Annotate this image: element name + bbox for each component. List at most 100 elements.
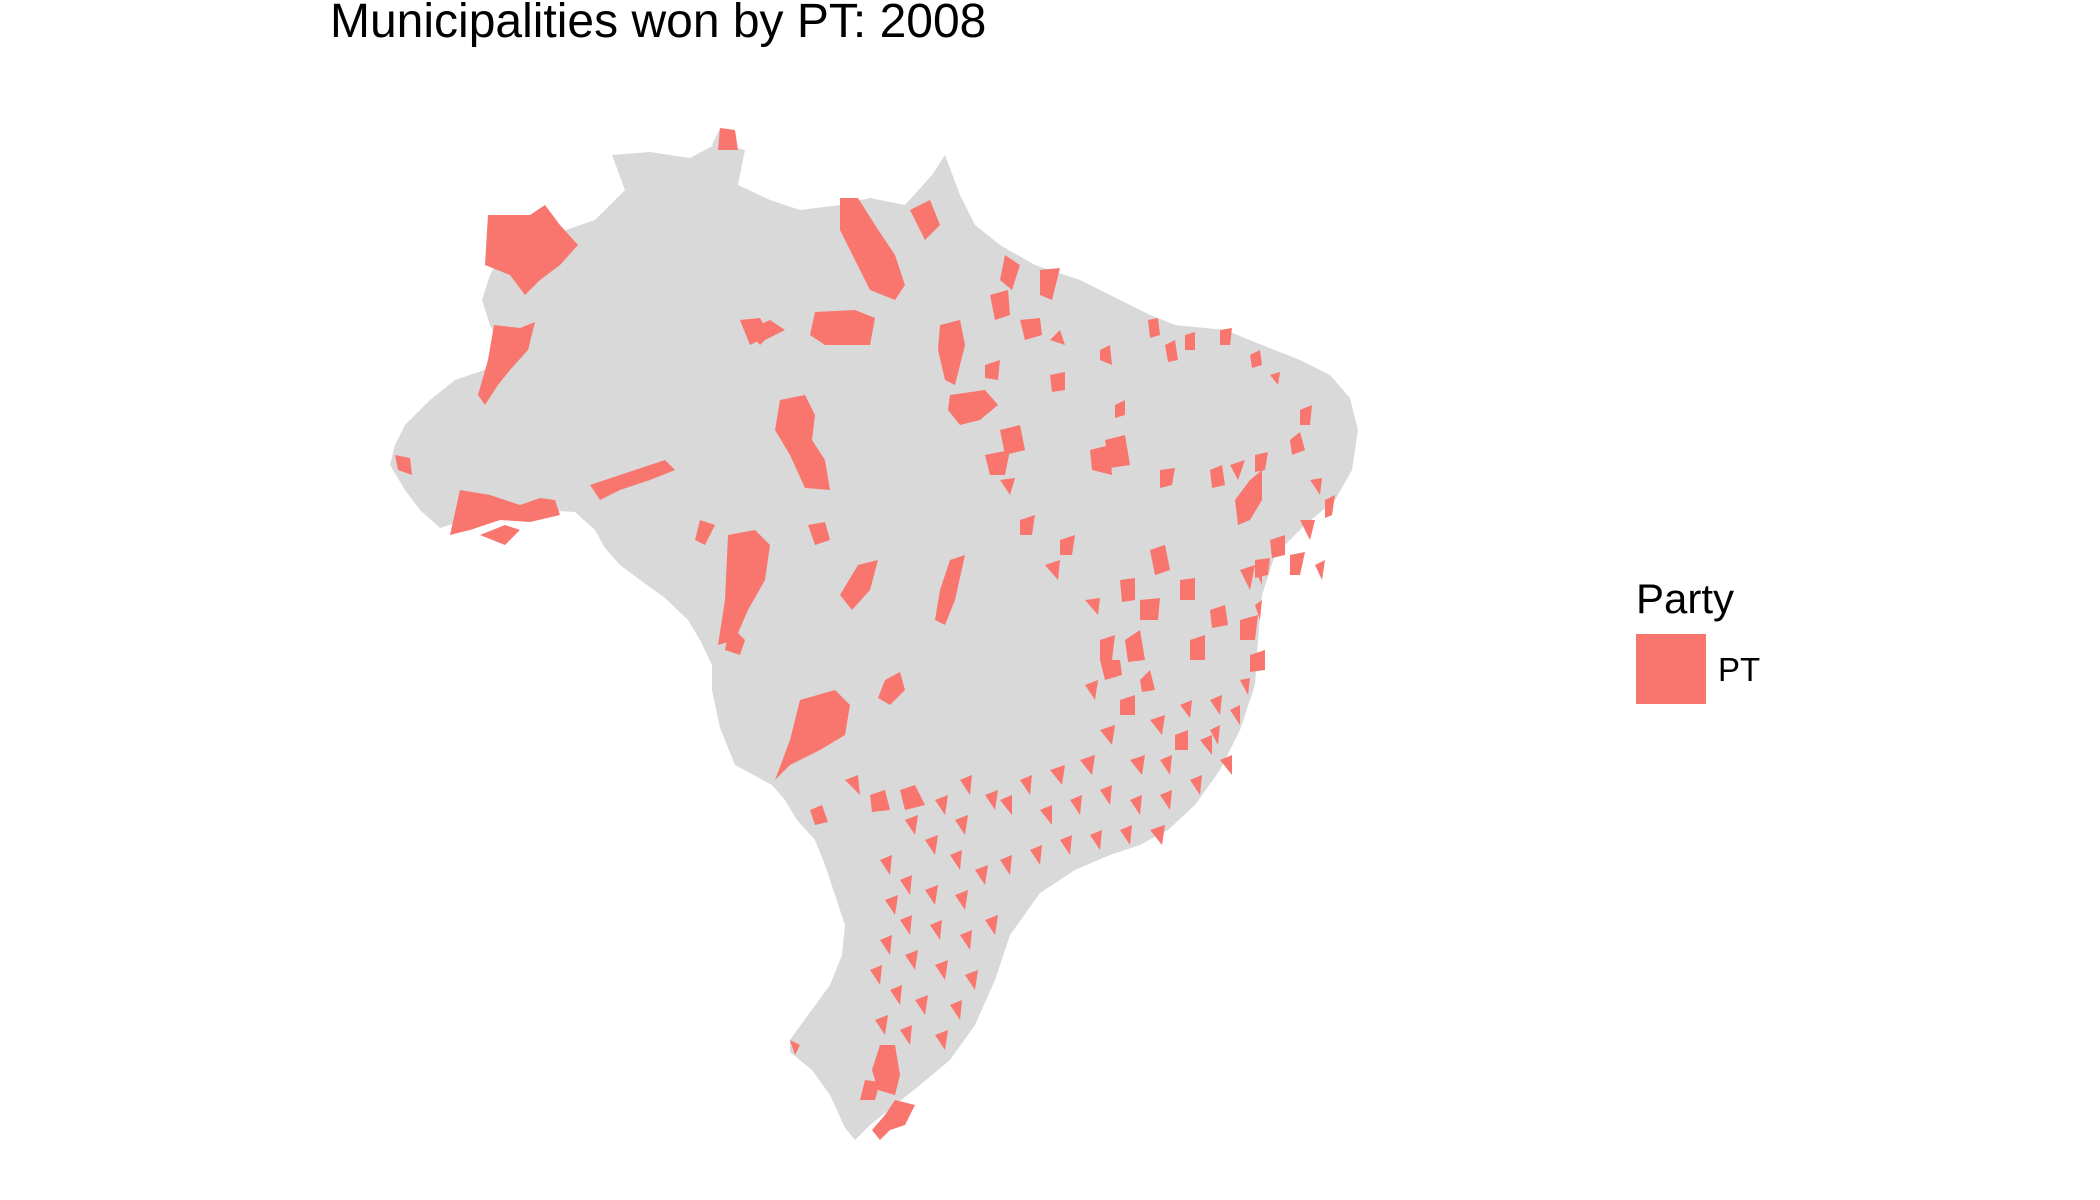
- municipality: [1220, 755, 1232, 775]
- municipality: [1300, 405, 1312, 425]
- municipality: [1140, 598, 1160, 620]
- municipality: [935, 1030, 948, 1050]
- municipality: [1210, 465, 1225, 488]
- municipality: [1150, 825, 1165, 845]
- municipality: [1210, 725, 1220, 745]
- legend-key: [1636, 634, 1706, 704]
- municipality: [395, 455, 412, 475]
- municipality: [1255, 565, 1262, 585]
- municipality: [1148, 318, 1160, 338]
- municipality: [1000, 425, 1025, 455]
- municipality: [808, 522, 830, 545]
- municipality: [1125, 630, 1145, 662]
- municipality: [1180, 700, 1192, 718]
- municipality: [1090, 445, 1112, 475]
- municipality: [1060, 835, 1072, 855]
- municipality: [1190, 775, 1202, 795]
- municipality: [1315, 560, 1325, 580]
- municipality: [925, 835, 938, 855]
- municipality: [1160, 790, 1172, 810]
- municipality: [960, 930, 972, 950]
- municipality: [985, 360, 1000, 380]
- municipality: [900, 785, 925, 810]
- municipality: [1240, 615, 1258, 640]
- municipality: [590, 460, 675, 500]
- municipality: [935, 960, 948, 980]
- municipality: [725, 625, 745, 655]
- municipality: [1080, 755, 1095, 775]
- municipality: [1120, 578, 1135, 602]
- municipality: [1120, 825, 1132, 845]
- legend-label: PT: [1718, 650, 1761, 688]
- municipality: [1300, 520, 1315, 540]
- municipality: [935, 555, 965, 625]
- municipality: [1100, 345, 1112, 365]
- municipality: [872, 1100, 915, 1140]
- municipality: [985, 790, 998, 810]
- municipality: [1060, 535, 1075, 555]
- municipality: [1020, 775, 1032, 795]
- municipality: [1210, 605, 1228, 628]
- municipality: [1240, 678, 1250, 695]
- municipality: [1085, 598, 1100, 615]
- municipality: [1040, 268, 1060, 300]
- municipality: [950, 1000, 962, 1020]
- municipality: [1185, 332, 1195, 350]
- municipality: [1100, 725, 1115, 745]
- municipality: [718, 128, 738, 150]
- municipality: [985, 915, 998, 935]
- municipality: [1290, 432, 1305, 455]
- municipality: [880, 935, 892, 955]
- municipality: [875, 1015, 888, 1035]
- municipality: [1120, 695, 1135, 715]
- municipality: [775, 690, 850, 780]
- municipality: [740, 318, 770, 345]
- municipality: [965, 970, 978, 990]
- municipality: [950, 850, 962, 870]
- municipality: [985, 450, 1010, 475]
- municipality: [1100, 660, 1122, 680]
- legend-item-pt: PT: [1636, 634, 1760, 704]
- municipality: [1220, 328, 1232, 345]
- municipality: [948, 390, 998, 425]
- municipality: [1150, 545, 1170, 575]
- municipality: [905, 950, 918, 970]
- municipality: [1130, 755, 1145, 775]
- municipality: [938, 320, 965, 385]
- municipality: [1130, 795, 1142, 815]
- municipality: [1160, 755, 1172, 775]
- municipality: [925, 885, 938, 905]
- municipality: [1140, 670, 1155, 692]
- municipality: [1115, 400, 1125, 418]
- municipality: [955, 815, 968, 835]
- municipality: [930, 920, 942, 940]
- municipality: [960, 775, 972, 795]
- municipality: [885, 895, 898, 915]
- municipality: [1050, 372, 1065, 392]
- municipality: [1290, 552, 1305, 575]
- municipality: [845, 775, 860, 795]
- municipality: [775, 395, 830, 490]
- municipality: [1230, 705, 1240, 725]
- municipality: [1085, 680, 1098, 700]
- municipality: [1235, 470, 1262, 525]
- municipality: [1030, 845, 1042, 865]
- municipality: [1000, 478, 1015, 495]
- municipality: [935, 795, 948, 815]
- municipality: [880, 855, 892, 875]
- municipality: [890, 985, 902, 1005]
- municipality: [1200, 735, 1212, 755]
- legend: Party PT: [1636, 578, 1760, 704]
- municipality: [1175, 730, 1188, 750]
- legend-title: Party: [1636, 575, 1735, 622]
- municipality: [1325, 495, 1335, 518]
- municipality: [1310, 478, 1322, 495]
- municipality: [485, 205, 578, 295]
- municipality: [860, 1080, 880, 1100]
- municipality: [1105, 435, 1130, 468]
- municipality: [1000, 855, 1012, 875]
- municipality: [1210, 695, 1222, 715]
- municipality: [1190, 635, 1205, 660]
- municipality: [1150, 715, 1165, 735]
